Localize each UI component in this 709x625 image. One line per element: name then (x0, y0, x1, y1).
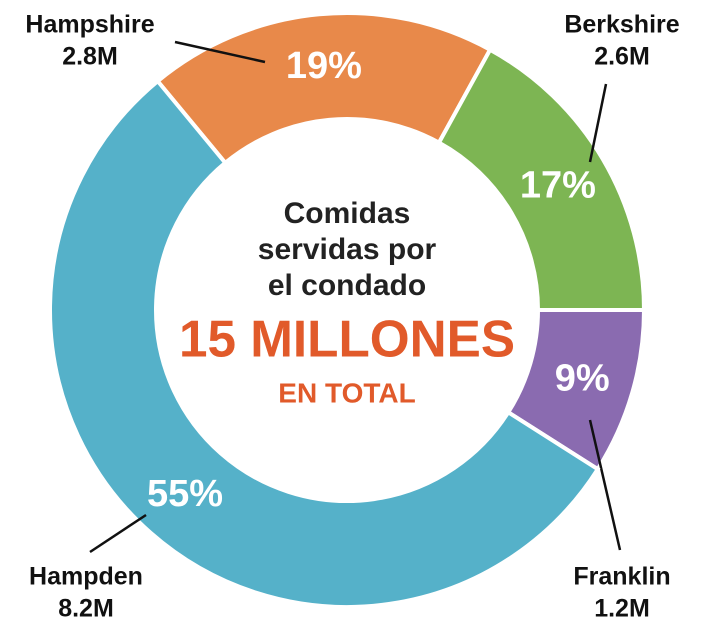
amount-label: 1.2M (594, 595, 650, 623)
center-title: servidas por (258, 233, 437, 266)
category-label: Hampden (29, 563, 143, 591)
leader-line (588, 419, 622, 551)
total-label: 15 MILLONES (179, 311, 515, 369)
subtitle: EN TOTAL (278, 377, 415, 408)
category-label: Hampshire (25, 11, 154, 39)
donut-segment (154, 11, 493, 166)
leader-line (588, 83, 608, 163)
center-title: Comidas (284, 197, 411, 230)
percent-label: 9% (555, 357, 610, 399)
donut-segment (436, 47, 647, 312)
percent-label: 55% (147, 473, 223, 515)
center-title: el condado (268, 269, 426, 302)
category-label: Berkshire (564, 11, 679, 39)
leader-line (174, 40, 266, 64)
amount-label: 2.6M (594, 43, 650, 71)
amount-label: 2.8M (62, 43, 118, 71)
category-label: Franklin (573, 563, 670, 591)
percent-label: 17% (520, 164, 596, 206)
leader-line (89, 513, 147, 554)
donut-segment (48, 78, 601, 609)
amount-label: 8.2M (58, 595, 114, 623)
percent-label: 19% (286, 45, 362, 87)
